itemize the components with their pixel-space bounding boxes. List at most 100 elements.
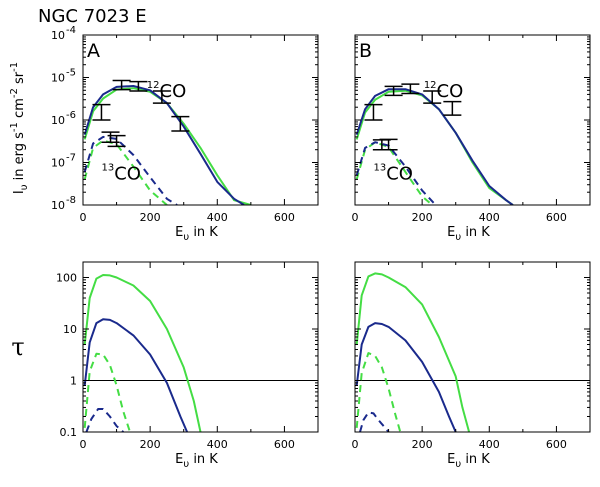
annotation-mass-number: 12 (147, 80, 160, 91)
y-tick-label: 10 (51, 29, 65, 42)
y-tick-label: 10 (51, 72, 65, 85)
y-tick-mantissa: 1 (70, 375, 77, 388)
figure-title: NGC 7023 E (38, 6, 147, 27)
y-tick-exponent: -8 (66, 195, 76, 206)
y-tick-exponent: -4 (66, 25, 76, 36)
series-line-1 (83, 85, 245, 205)
error-bar (112, 79, 131, 91)
series-group (83, 85, 252, 205)
series-line-2 (355, 352, 402, 432)
y-tick-label: 1 (70, 375, 77, 388)
annotation-mass-number: 13 (373, 162, 386, 173)
error-bar (423, 90, 442, 104)
error-bar (107, 134, 126, 148)
series-line-1 (355, 322, 457, 432)
x-tick-label: 600 (274, 438, 295, 451)
y-label-exponent: -1 (9, 62, 20, 72)
annotation-12CO: 12CO (147, 80, 186, 102)
series-line-1 (83, 318, 189, 432)
panel-label: B (359, 40, 372, 62)
x-tick-label: 0 (80, 438, 87, 451)
y-tick-label: 100 (56, 272, 77, 285)
error-bar (384, 85, 403, 97)
series-line-1 (355, 88, 514, 205)
series-line-3 (359, 411, 390, 432)
y-tick-mantissa: 10 (63, 323, 77, 336)
y-tick-mantissa: 100 (56, 272, 77, 285)
y-tick-mantissa: 10 (51, 29, 65, 42)
x-label-subscript: υ (183, 459, 189, 470)
y-tick-exponent: -7 (66, 153, 76, 164)
panel-bottom-right: 0 200 400 600 Eυ in K (352, 261, 591, 470)
y-tick-mantissa: 0.1 (60, 426, 78, 439)
x-tick-label: 400 (207, 211, 228, 224)
y-label-symbol: I (12, 190, 27, 194)
y-label-text: sr (12, 71, 27, 88)
error-bar (379, 138, 398, 151)
annotation-molecule: CO (386, 163, 413, 184)
series-line-0 (355, 89, 514, 205)
panel-bottom-left: 0 200 400 600 0.1 1 10 100 Eυ in K τ (11, 261, 319, 470)
series-line-0 (83, 274, 202, 432)
error-bar (401, 83, 420, 95)
annotation-13CO: 13CO (373, 162, 412, 184)
x-tick-label: 600 (546, 211, 567, 224)
x-tick-label: 400 (479, 438, 500, 451)
x-tick-label: 400 (207, 438, 228, 451)
x-axis-label: Eυ in K (175, 452, 218, 470)
plot-frame (354, 261, 591, 433)
x-label-symbol: E (175, 452, 183, 467)
y-label-exponent: -2 (9, 88, 20, 98)
annotation-13CO: 13CO (101, 162, 140, 184)
x-axis-label: Eυ in K (447, 452, 490, 470)
x-label-text: in K (189, 452, 218, 467)
y-label-subscript: υ (19, 184, 30, 190)
annotation-molecule: CO (114, 163, 141, 184)
error-bar (129, 80, 148, 92)
series-group (355, 272, 471, 432)
annotation-12CO: 12CO (424, 80, 463, 102)
series-line-3 (85, 408, 124, 432)
panel-label: A (87, 40, 100, 62)
y-axis-label: τ (11, 333, 24, 361)
annotation-molecule: CO (160, 81, 187, 102)
x-tick-label: 200 (140, 438, 161, 451)
x-tick-label: 0 (352, 211, 359, 224)
x-tick-label: 0 (80, 211, 87, 224)
y-label-text: cm (12, 98, 27, 122)
y-tick-label: 10 (51, 157, 65, 170)
y-tick-mantissa: 10 (51, 114, 65, 127)
series-group (355, 88, 514, 205)
x-label-symbol: E (447, 452, 455, 467)
x-label-subscript: υ (455, 459, 461, 470)
error-bar (92, 103, 111, 121)
y-tick-exponent: -6 (66, 110, 76, 121)
x-axis-label: Eυ in K (447, 225, 490, 243)
annotation-molecule: CO (437, 81, 464, 102)
x-label-text: in K (461, 452, 490, 467)
x-tick-label: 200 (412, 211, 433, 224)
series-group (83, 274, 202, 432)
error-bar (152, 90, 171, 104)
y-tick-mantissa: 10 (51, 157, 65, 170)
y-tick-label: 10 (51, 199, 65, 212)
series-line-2 (83, 352, 131, 432)
x-label-subscript: υ (455, 232, 461, 243)
y-label-text: in erg s (12, 132, 27, 185)
error-bar (364, 103, 383, 121)
x-label-symbol: E (175, 225, 183, 240)
x-axis-label: Eυ in K (175, 225, 218, 243)
error-bar (443, 100, 462, 116)
y-tick-label: 0.1 (60, 426, 78, 439)
x-tick-label: 600 (546, 438, 567, 451)
plot-frame (82, 261, 319, 433)
x-tick-label: 600 (274, 211, 295, 224)
annotation-mass-number: 12 (424, 80, 437, 91)
y-tick-exponent: -5 (66, 68, 76, 79)
y-tick-label: 10 (51, 114, 65, 127)
x-tick-label: 0 (352, 438, 359, 451)
